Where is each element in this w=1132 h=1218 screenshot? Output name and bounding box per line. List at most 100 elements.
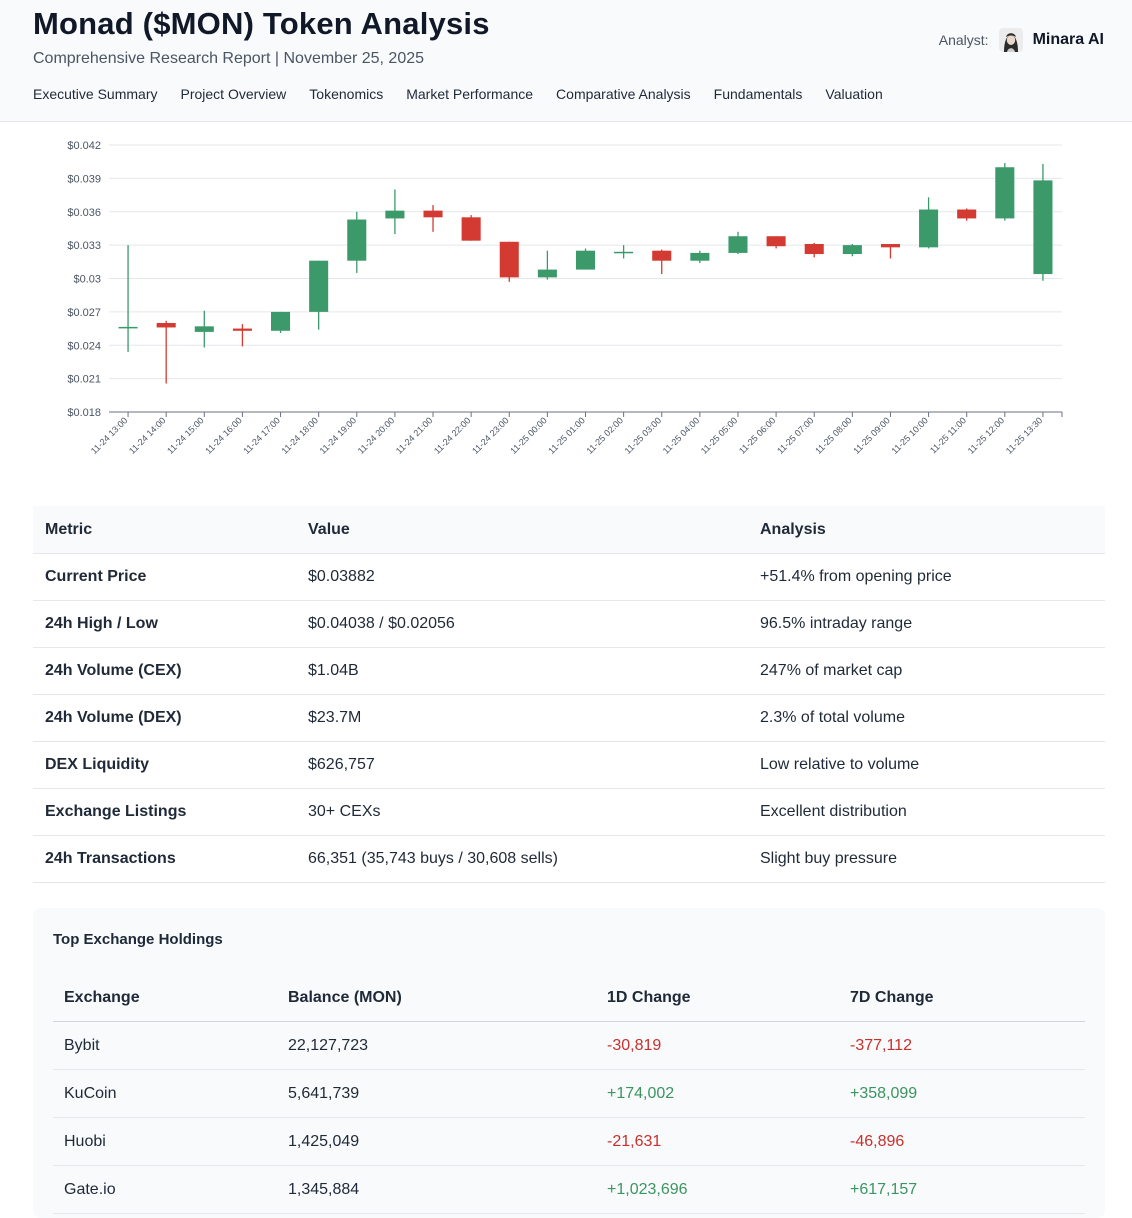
y-tick-label: $0.042 (67, 140, 101, 152)
avatar (998, 28, 1023, 52)
x-tick-label: 11-24 18:00 (280, 415, 321, 456)
table-row: KuCoin 5,641,739 +174,002 +358,099 (53, 1069, 1085, 1118)
candle-body (652, 250, 672, 261)
y-tick-label: $0.036 (67, 207, 101, 219)
candle-body (1033, 180, 1053, 275)
metric-value: $0.03882 (296, 553, 748, 601)
metric-analysis: Slight buy pressure (748, 835, 1105, 883)
table-row: 24h High / Low $0.04038 / $0.02056 96.5%… (33, 600, 1105, 648)
column-header-balance: Balance (MON) (277, 975, 596, 1022)
x-tick-label: 11-25 13:30 (1004, 415, 1045, 456)
metric-value: 30+ CEXs (296, 788, 748, 836)
exchange-balance: 22,127,723 (277, 1021, 596, 1070)
candle-body (194, 326, 214, 332)
nav-tokenomics[interactable]: Tokenomics (309, 86, 384, 102)
metric-analysis: 2.3% of total volume (748, 694, 1105, 742)
table-row: Huobi 1,425,049 -21,631 -46,896 (53, 1117, 1085, 1166)
x-tick-label: 11-25 02:00 (584, 415, 625, 456)
x-tick-label: 11-25 10:00 (889, 415, 930, 456)
metric-value: $0.04038 / $0.02056 (296, 600, 748, 648)
x-tick-label: 11-25 04:00 (661, 415, 702, 456)
x-tick-label: 11-24 17:00 (241, 415, 282, 456)
holdings-title: Top Exchange Holdings (53, 931, 223, 948)
metric-value: $23.7M (296, 694, 748, 742)
metrics-table: Metric Value Analysis Current Price $0.0… (33, 506, 1105, 883)
x-tick-label: 11-25 11:00 (928, 415, 968, 455)
change-1d: -30,819 (596, 1021, 839, 1070)
candle-body (271, 311, 291, 331)
nav-project-overview[interactable]: Project Overview (180, 86, 287, 102)
y-tick-label: $0.033 (67, 240, 101, 252)
y-tick-label: $0.021 (67, 374, 101, 386)
table-row: Gate.io 1,345,884 +1,023,696 +617,157 (53, 1165, 1085, 1214)
candle-body (919, 209, 939, 248)
candle-body (995, 167, 1015, 219)
y-tick-label: $0.018 (67, 407, 101, 419)
change-1d: +174,002 (596, 1069, 839, 1118)
candle-body (690, 252, 710, 261)
x-tick-label: 11-25 00:00 (508, 415, 549, 456)
candle-body (537, 269, 557, 278)
metric-name: 24h Transactions (33, 835, 296, 883)
candlestick-chart: $0.042 $0.039 $0.036 $0.033 $0.03 $0.027 $0.02… (67, 140, 1063, 456)
exchange-name: Huobi (53, 1117, 277, 1166)
table-row: DEX Liquidity $626,757 Low relative to v… (33, 741, 1105, 789)
analyst-info: Analyst: Minara AI (939, 28, 1104, 52)
x-tick-label: 11-25 12:00 (966, 415, 1007, 456)
y-tick-label: $0.024 (67, 340, 101, 352)
page-subtitle: Comprehensive Research Report | November… (33, 50, 425, 67)
x-tick-label: 11-25 07:00 (775, 415, 816, 456)
exchange-balance: 1,345,884 (277, 1165, 596, 1214)
table-row: 24h Volume (CEX) $1.04B 247% of market c… (33, 647, 1105, 695)
column-header-exchange: Exchange (53, 975, 277, 1022)
price-chart: $0.042 $0.039 $0.036 $0.033 $0.03 $0.027 $0.02… (0, 122, 1132, 492)
x-tick-label: 11-24 20:00 (356, 415, 397, 456)
column-header-7d-change: 7D Change (839, 975, 1085, 1022)
candle-body (728, 236, 748, 253)
x-tick-label: 11-24 14:00 (127, 415, 168, 456)
x-tick-label: 11-25 05:00 (699, 415, 740, 456)
nav-valuation[interactable]: Valuation (825, 86, 883, 102)
holdings-table: Exchange Balance (MON) 1D Change 7D Chan… (53, 975, 1085, 1214)
candle-body (232, 328, 252, 331)
candle-body (880, 244, 900, 248)
metric-value: $1.04B (296, 647, 748, 695)
nav-fundamentals[interactable]: Fundamentals (713, 86, 803, 102)
holdings-header-row: Exchange Balance (MON) 1D Change 7D Chan… (53, 975, 1085, 1022)
metrics-header-row: Metric Value Analysis (33, 506, 1105, 554)
exchange-name: Bybit (53, 1021, 277, 1070)
column-header-1d-change: 1D Change (596, 975, 839, 1022)
change-7d: +617,157 (839, 1165, 1085, 1214)
candle-body (309, 260, 329, 312)
candle-body (842, 245, 862, 255)
candle-body (423, 210, 443, 218)
metric-value: $626,757 (296, 741, 748, 789)
metric-name: 24h High / Low (33, 600, 296, 648)
change-7d: +358,099 (839, 1069, 1085, 1118)
change-7d: -46,896 (839, 1117, 1085, 1166)
x-tick-label: 11-24 19:00 (318, 415, 359, 456)
metric-analysis: 96.5% intraday range (748, 600, 1105, 648)
metric-name: DEX Liquidity (33, 741, 296, 789)
x-tick-label: 11-25 03:00 (623, 415, 664, 456)
metric-name: 24h Volume (CEX) (33, 647, 296, 695)
table-row: Exchange Listings 30+ CEXs Excellent dis… (33, 788, 1105, 836)
metric-name: Current Price (33, 553, 296, 601)
candle-body (499, 241, 519, 278)
nav-executive-summary[interactable]: Executive Summary (33, 86, 158, 102)
exchange-balance: 5,641,739 (277, 1069, 596, 1118)
metric-analysis: 247% of market cap (748, 647, 1105, 695)
metric-analysis: +51.4% from opening price (748, 553, 1105, 601)
table-row: Bybit 22,127,723 -30,819 -377,112 (53, 1021, 1085, 1070)
metric-value: 66,351 (35,743 buys / 30,608 sells) (296, 835, 748, 883)
nav-comparative-analysis[interactable]: Comparative Analysis (556, 86, 691, 102)
column-header-analysis: Analysis (748, 506, 1105, 554)
section-nav: Executive Summary Project Overview Token… (33, 86, 883, 102)
y-tick-label: $0.039 (67, 173, 101, 185)
x-tick-label: 11-25 06:00 (737, 415, 778, 456)
metric-name: 24h Volume (DEX) (33, 694, 296, 742)
candle-body (575, 250, 596, 270)
candle-body (156, 323, 176, 328)
nav-market-performance[interactable]: Market Performance (406, 86, 534, 102)
x-tick-label: 11-25 01:00 (546, 415, 587, 456)
